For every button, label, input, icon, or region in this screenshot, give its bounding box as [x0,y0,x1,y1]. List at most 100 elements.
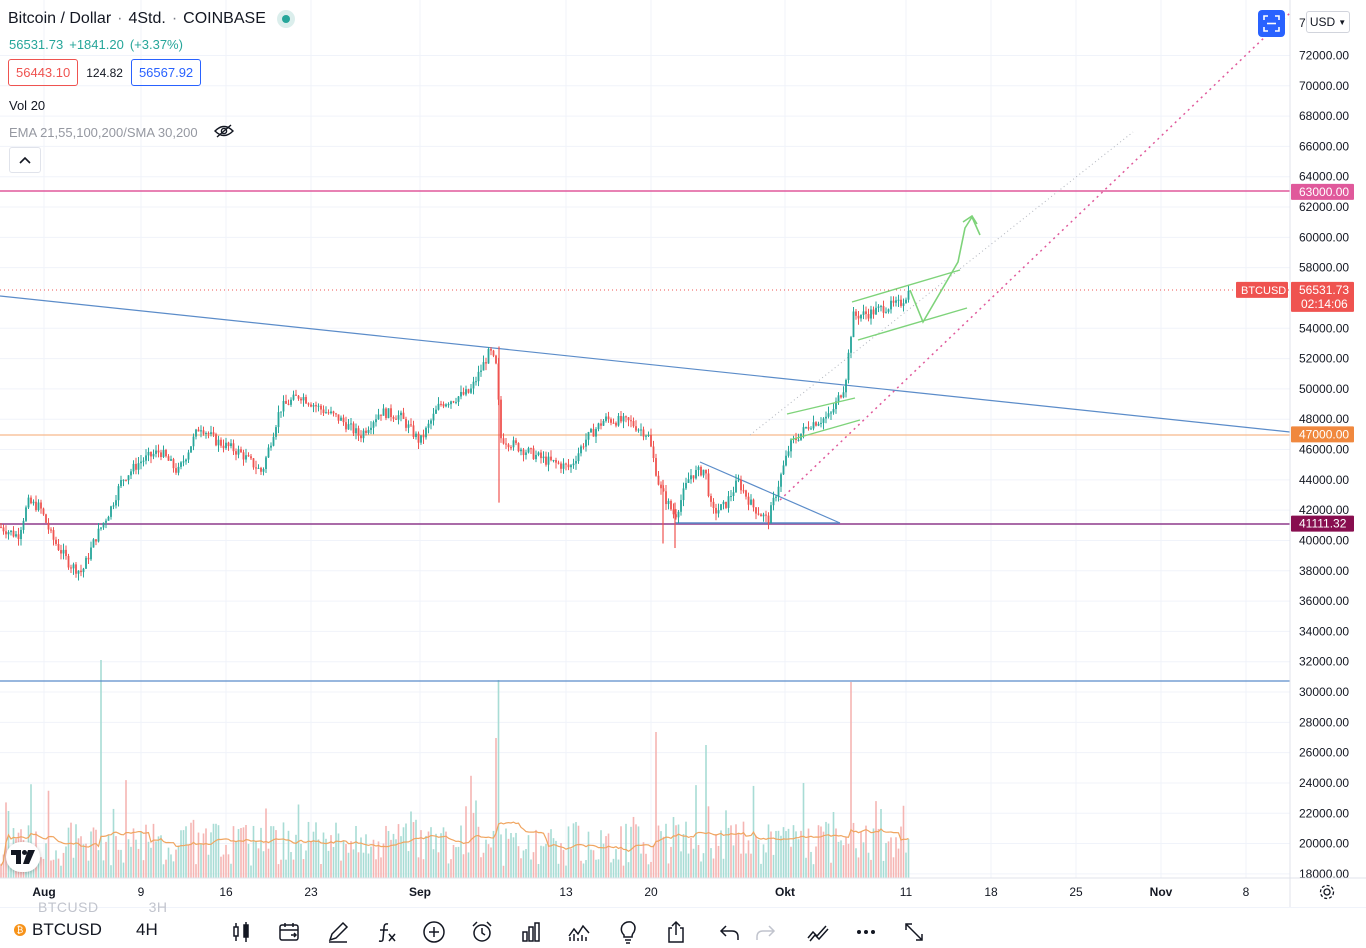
candle-body [257,467,260,469]
volume-bar [172,861,175,878]
expand-icon[interactable] [900,918,928,946]
candle-body [245,455,247,460]
candle-body [595,429,597,437]
candle-body [22,520,25,530]
ema-legend[interactable]: EMA 21,55,100,200/SMA 30,200 [9,124,234,141]
function-icon[interactable] [372,918,400,946]
volume-bar [425,835,427,878]
candles-icon[interactable] [227,918,255,946]
candle-body [605,416,607,421]
symbol-tag [1236,281,1288,298]
volume-bar [777,830,780,878]
candle-body [770,505,772,524]
candle-body [457,396,460,402]
candle-body [507,444,510,448]
candle-body [475,381,477,383]
collapse-legend-button[interactable] [9,147,41,173]
volume-bar [722,858,725,878]
candle-body [862,311,865,315]
candle-body [720,504,722,511]
redo-icon[interactable] [752,918,780,946]
calendar-icon[interactable] [275,918,303,946]
price-tick-label: 46000.00 [1299,443,1349,457]
candle-body [445,404,447,407]
undo-icon[interactable] [715,918,743,946]
more-icon[interactable] [852,918,880,946]
candle-body [15,534,17,537]
volume-bar [430,827,432,878]
candle-body [832,409,835,413]
volume-bar [710,848,712,878]
sell-button[interactable]: 56443.10 [8,59,79,86]
volume-bar [880,809,882,878]
price-tick-label: 68000.00 [1299,109,1349,123]
candle-body [125,479,127,481]
lightbulb-icon[interactable] [614,918,642,946]
fullscreen-button[interactable] [1258,10,1285,37]
interval-button[interactable]: 4H [136,920,158,939]
volume-bar [900,826,902,878]
symbol-search-button[interactable]: ₿ BTCUSD [14,920,102,940]
volume-bar [182,830,185,878]
volume-bar [42,858,45,878]
buy-button[interactable]: 56567.92 [130,59,202,86]
volume-bar [670,846,672,878]
volume-bar [592,850,595,878]
candle-body [532,448,535,460]
eye-hidden-icon[interactable] [213,124,234,141]
volume-bar [67,827,70,878]
descending-trendline[interactable] [0,295,1291,433]
candle-body [427,423,430,428]
volume-bar [497,680,500,878]
volume-bar [447,863,450,878]
candle-body [820,422,822,424]
candle-body [562,463,565,469]
bar-chart-icon[interactable] [517,918,545,946]
candle-body [905,299,907,304]
candle-body [370,427,372,430]
candle-body [285,400,287,404]
price-tick-label: 42000.00 [1299,503,1349,517]
pen-icon[interactable] [324,918,352,946]
candle-body [325,412,327,414]
candle-body [240,449,242,453]
settings-gear-icon[interactable] [1319,884,1335,900]
dotted-channel-line[interactable] [749,131,1134,436]
volume-bar [402,827,405,878]
volume-bar [647,864,650,878]
symbol-ghost-text: BTCUSD 3H [38,899,167,915]
candle-body [807,427,810,429]
green-drawings[interactable] [786,214,981,441]
candle-body [437,403,440,410]
volume-bar [737,833,740,878]
price-axis[interactable]: 72000.00 70000.00 68000.00 66000.00 64000.00… [1299,49,1349,881]
candle-body [432,413,435,421]
volume-bar [460,825,462,878]
indicator-icon[interactable] [565,918,593,946]
candle-body [222,445,225,449]
candle-body [900,299,902,306]
candle-body [417,433,420,443]
drawing-sync-icon[interactable] [804,918,832,946]
volume-bar [785,831,787,878]
triangle-upper-line[interactable] [699,461,841,524]
candle-body [675,514,677,518]
volume-bar [150,847,152,878]
share-icon[interactable] [662,918,690,946]
candle-body [82,568,85,573]
candle-body [730,496,732,498]
candle-body [47,522,50,530]
candlesticks[interactable] [0,284,910,581]
tradingview-logo-icon[interactable] [6,842,40,872]
alarm-icon[interactable] [468,918,496,946]
volume-bar [580,860,582,878]
volume-legend[interactable]: Vol 20 [9,98,45,113]
candle-body [842,392,845,398]
symbol-legend[interactable]: Bitcoin / Dollar · 4Std. · COINBASE [8,10,290,28]
volume-bar [450,859,452,878]
volume-bar [720,830,722,878]
currency-select[interactable]: USD ▼ [1306,11,1350,33]
plus-circle-icon[interactable] [420,918,448,946]
time-axis[interactable]: Aug 9 16 23 Sep 13 20 Okt 11 18 25 Nov 8 [32,885,1249,899]
